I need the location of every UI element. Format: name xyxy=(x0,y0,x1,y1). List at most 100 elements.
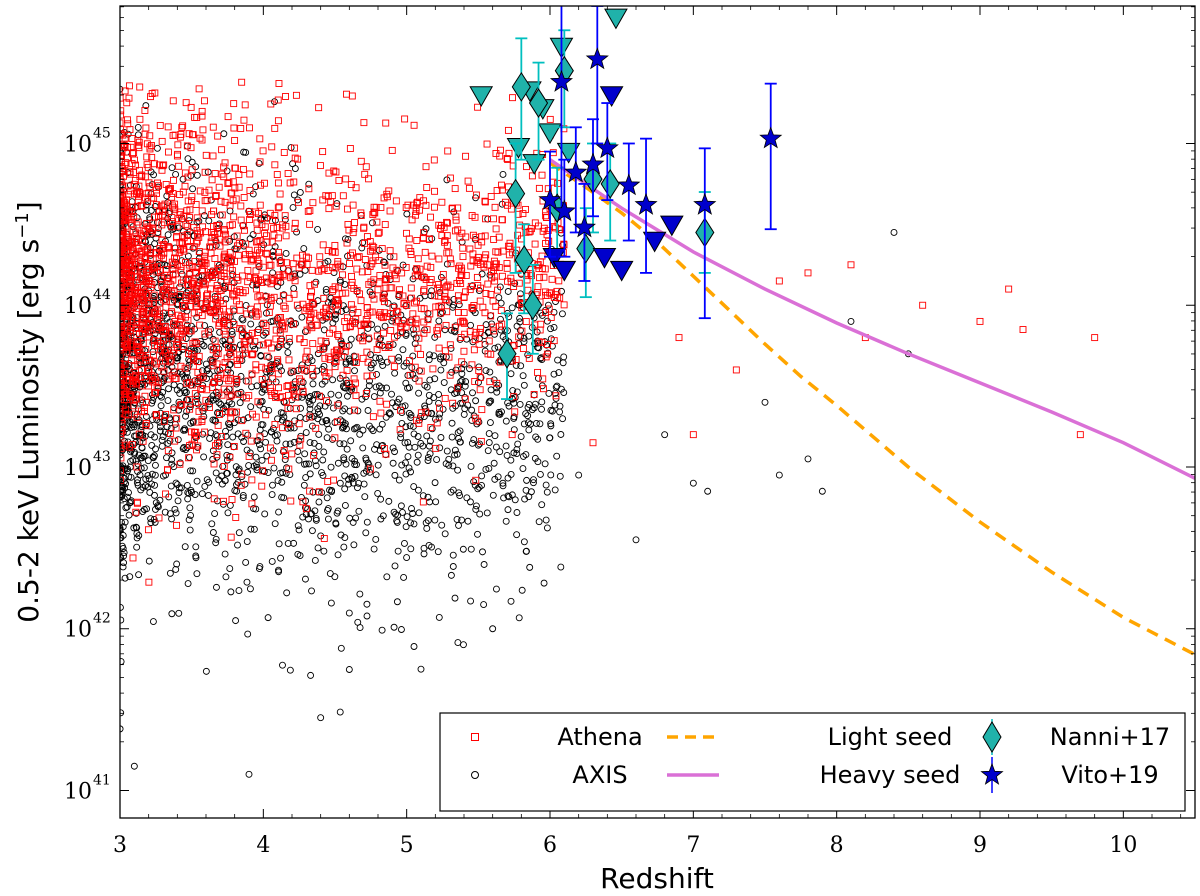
athena-point xyxy=(196,321,204,329)
athena-point xyxy=(120,130,125,138)
axis-point xyxy=(133,524,141,532)
athena-point xyxy=(142,345,150,353)
axis-point xyxy=(436,444,444,452)
athena-point xyxy=(173,222,181,230)
athena-point xyxy=(348,278,356,286)
axis-point xyxy=(184,489,192,497)
axis-point xyxy=(306,470,314,478)
athena-point xyxy=(319,196,327,204)
axis-point xyxy=(258,397,266,405)
axis-point xyxy=(369,359,377,367)
axis-point xyxy=(449,551,457,559)
athena-point xyxy=(150,194,158,202)
axis-point xyxy=(314,408,322,416)
axis-point xyxy=(142,206,150,214)
athena-point xyxy=(515,333,523,341)
axis-point xyxy=(535,518,543,526)
athena-point xyxy=(548,275,556,283)
athena-point xyxy=(177,401,185,409)
athena-point xyxy=(461,288,469,296)
axis-point xyxy=(450,327,458,335)
axis-point xyxy=(324,505,332,512)
athena-point xyxy=(461,395,469,403)
y-tick-label-exp: 41 xyxy=(93,773,111,789)
athena-point xyxy=(248,476,256,484)
axis-point xyxy=(255,160,263,167)
axis-point xyxy=(454,466,462,474)
axis-point xyxy=(575,471,583,479)
athena-point xyxy=(246,124,253,132)
athena-point xyxy=(132,343,140,351)
axis-point xyxy=(408,505,415,512)
athena-point xyxy=(171,200,179,208)
axis-point xyxy=(175,484,183,492)
athena-point xyxy=(325,313,333,321)
axis-point xyxy=(314,350,322,358)
athena-point xyxy=(129,373,137,381)
axis-swatch xyxy=(471,771,479,779)
athena-point xyxy=(123,99,131,107)
athena-point xyxy=(221,230,229,238)
axis-point xyxy=(378,358,386,366)
athena-point xyxy=(276,394,284,402)
vito-upper-limit xyxy=(552,260,577,282)
axis-point xyxy=(368,425,376,433)
athena-point xyxy=(400,300,408,307)
athena-point xyxy=(420,286,428,294)
athena-point xyxy=(241,101,249,109)
athena-point xyxy=(263,250,271,258)
athena-point xyxy=(492,248,500,256)
axis-point xyxy=(347,335,355,343)
athena-point xyxy=(120,454,125,462)
athena-point xyxy=(129,227,137,235)
axis-point xyxy=(453,450,461,458)
athena-point xyxy=(151,310,158,318)
axis-point xyxy=(325,425,333,433)
athena-point xyxy=(159,162,167,170)
axis-point xyxy=(520,420,528,428)
athena-point xyxy=(482,215,489,223)
axis-point xyxy=(522,451,530,459)
athena-point xyxy=(154,379,162,387)
athena-point xyxy=(291,154,299,162)
athena-point xyxy=(160,249,168,257)
athena-point xyxy=(476,328,484,336)
athena-point xyxy=(206,306,214,314)
athena-point xyxy=(145,179,153,187)
axis-point xyxy=(171,505,179,513)
athena-point xyxy=(237,202,245,210)
athena-point xyxy=(407,294,415,302)
axis-point xyxy=(547,420,555,428)
athena-point xyxy=(195,309,203,317)
axis-point xyxy=(475,287,483,294)
axis-point xyxy=(339,418,347,426)
athena-point xyxy=(193,289,201,297)
athena-point xyxy=(209,152,217,160)
vito-point xyxy=(617,173,641,196)
athena-point xyxy=(154,337,162,345)
athena-point xyxy=(336,262,344,270)
axis-point xyxy=(417,412,424,420)
axis-point xyxy=(374,489,382,497)
athena-point xyxy=(363,348,371,356)
athena-point xyxy=(1019,326,1027,333)
y-tick-label-exp: 45 xyxy=(93,125,111,141)
athena-point xyxy=(976,317,984,325)
axis-point xyxy=(125,511,133,519)
athena-point xyxy=(390,333,398,341)
athena-point xyxy=(375,340,383,348)
athena-point xyxy=(321,354,329,362)
athena-point xyxy=(195,85,203,93)
athena-point xyxy=(187,428,195,436)
axis-point xyxy=(262,329,270,337)
axis-point xyxy=(186,467,194,475)
axis-point xyxy=(187,401,195,409)
athena-point xyxy=(455,277,463,284)
athena-point xyxy=(205,404,213,411)
athena-point xyxy=(170,204,178,212)
athena-point xyxy=(203,386,211,394)
legend-item-heavy-seed: Heavy seed xyxy=(667,761,960,789)
athena-point xyxy=(402,323,410,331)
athena-point xyxy=(229,344,237,352)
athena-point xyxy=(188,296,196,304)
